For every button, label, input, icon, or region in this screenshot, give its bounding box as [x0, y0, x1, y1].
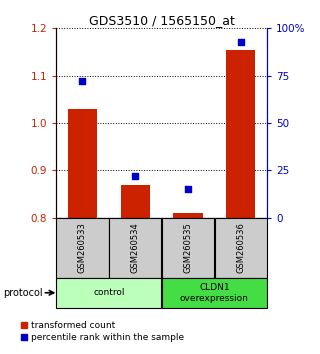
Legend: transformed count, percentile rank within the sample: transformed count, percentile rank withi…: [20, 321, 184, 342]
FancyBboxPatch shape: [162, 218, 214, 278]
Bar: [226, 50, 255, 218]
Point: [238, 39, 244, 44]
FancyBboxPatch shape: [215, 218, 267, 278]
FancyBboxPatch shape: [56, 218, 108, 278]
Text: GSM260536: GSM260536: [236, 222, 245, 273]
FancyBboxPatch shape: [162, 278, 267, 308]
Point: [186, 187, 191, 192]
Text: protocol: protocol: [3, 288, 43, 298]
FancyBboxPatch shape: [56, 278, 161, 308]
FancyBboxPatch shape: [109, 218, 161, 278]
Bar: [121, 184, 150, 218]
Point: [80, 79, 85, 84]
Text: GSM260535: GSM260535: [183, 222, 193, 273]
Text: GSM260534: GSM260534: [131, 222, 140, 273]
Title: GDS3510 / 1565150_at: GDS3510 / 1565150_at: [89, 14, 235, 27]
Text: GSM260533: GSM260533: [78, 222, 87, 273]
Point: [133, 173, 138, 179]
Text: control: control: [93, 289, 124, 297]
Text: CLDN1
overexpression: CLDN1 overexpression: [180, 283, 249, 303]
Bar: [173, 213, 203, 218]
Bar: [68, 109, 97, 218]
